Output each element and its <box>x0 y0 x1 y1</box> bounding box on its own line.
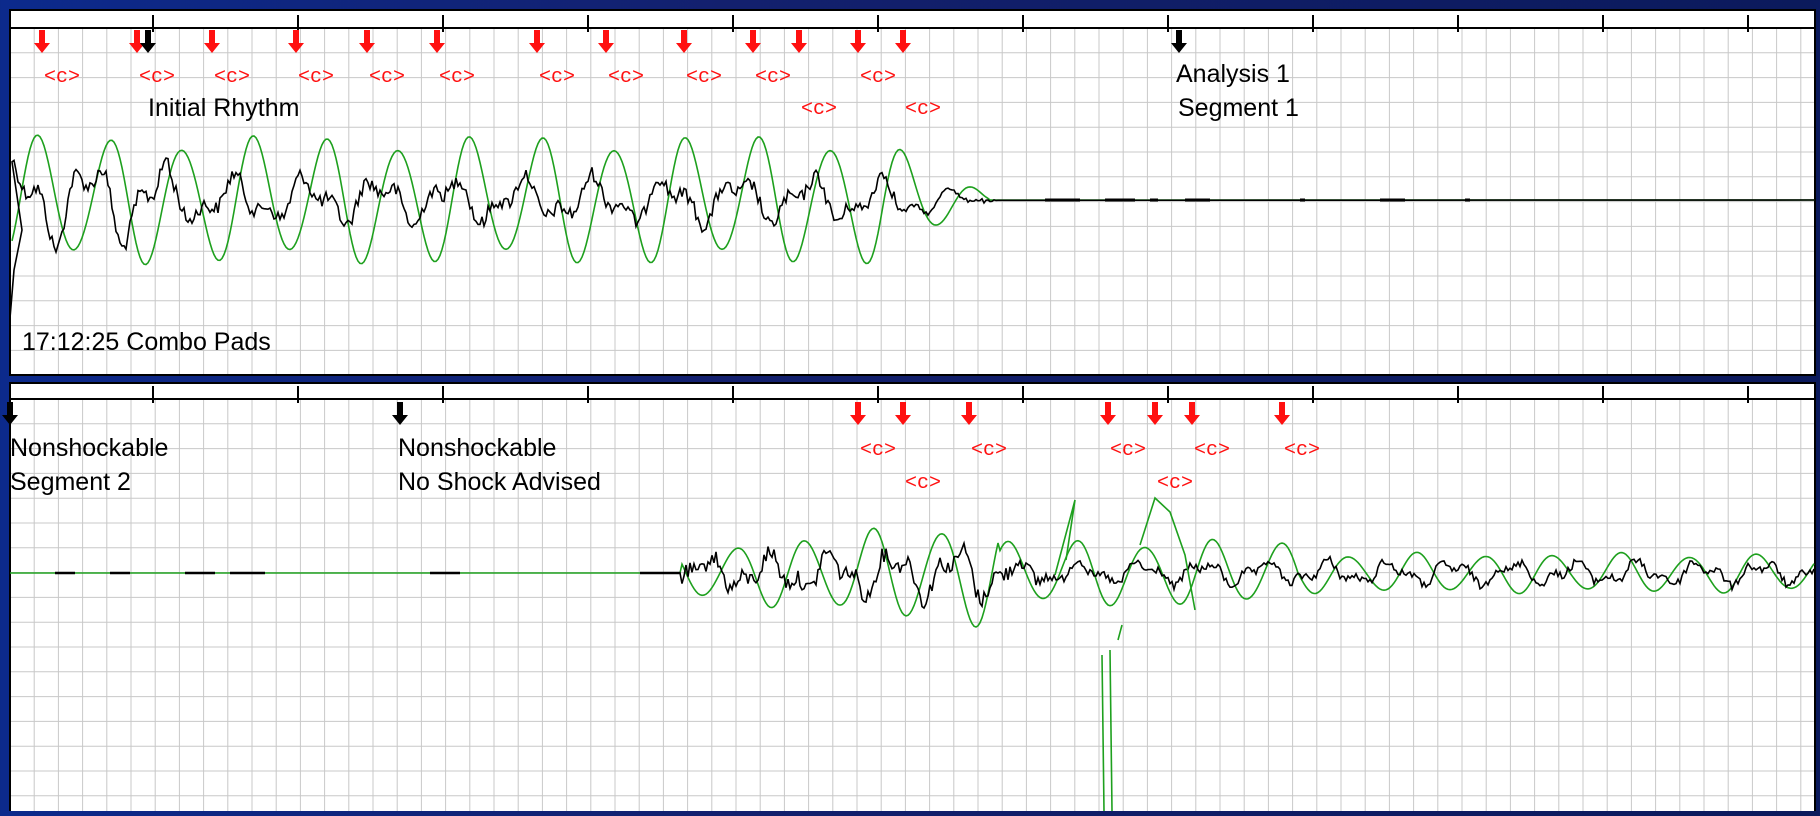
strip-top: <c> <c> <c> <c> <c> <c> <c> <c> <c> <c> <c> <c><c> … <box>9 9 1816 376</box>
compression-label: <c> <box>686 66 722 89</box>
compression-label: <c> <box>1284 439 1320 462</box>
compression-label: <c> <box>905 472 941 495</box>
strip-bottom-border <box>9 382 1816 816</box>
compression-marker-arrow <box>895 402 911 425</box>
trace-artifact-spike <box>1054 499 1076 576</box>
strip-top-ticks <box>152 15 1749 32</box>
compression-marker-arrow <box>429 30 445 53</box>
compression-marker-arrow <box>288 30 304 53</box>
compression-label: <c> <box>608 66 644 89</box>
strip-top-markers: <c> <c> <c> <c> <c> <c> <c> <c> <c> <c> <c> <c> <c> <box>34 30 1187 121</box>
compression-label: <c> <box>1194 439 1230 462</box>
annotation-initial-rhythm: Initial Rhythm <box>148 94 299 122</box>
annotation-segment-2: Segment 2 <box>10 468 131 496</box>
compression-marker-arrow <box>529 30 545 53</box>
trace-green-top <box>11 134 1815 266</box>
strip-timestamp: 17:12:25 Combo Pads <box>22 328 271 356</box>
compression-marker-arrow <box>1184 402 1200 425</box>
compression-marker-arrow <box>791 30 807 53</box>
compression-label: <c> <box>298 66 334 89</box>
event-marker-arrow <box>140 30 156 53</box>
compression-label: <c> <box>971 439 1007 462</box>
compression-marker-arrow <box>850 402 866 425</box>
compression-marker-arrow <box>1100 402 1116 425</box>
compression-marker-arrow <box>850 30 866 53</box>
compression-marker-arrow <box>895 30 911 53</box>
strip-top-traces <box>9 134 1816 319</box>
compression-marker-arrow <box>1147 402 1163 425</box>
compression-label: <c> <box>44 66 80 89</box>
compression-label: <c> <box>860 439 896 462</box>
compression-label: <c> <box>369 66 405 89</box>
strip-bottom-traces <box>10 496 1815 812</box>
compression-label: <c> <box>439 66 475 89</box>
annotation-segment-1: Segment 1 <box>1178 94 1299 122</box>
annotation-nonshockable-1: Nonshockable <box>10 434 168 462</box>
compression-marker-arrow <box>598 30 614 53</box>
annotation-analysis-1: Analysis 1 <box>1176 60 1290 88</box>
trace-artifact-spike <box>1139 496 1196 611</box>
compression-marker-arrow <box>204 30 220 53</box>
compression-marker-arrow <box>1274 402 1290 425</box>
trace-artifact-spike <box>1101 624 1123 812</box>
trace-black-bottom <box>640 540 1815 610</box>
compression-label: <c> <box>539 66 575 89</box>
compression-label: <c> <box>214 66 250 89</box>
compression-label: <c> <box>139 66 175 89</box>
event-marker-arrow <box>392 402 408 425</box>
compression-marker-arrow <box>129 30 145 53</box>
compression-label: <c> <box>1157 472 1193 495</box>
trace-green-bottom <box>10 527 1815 628</box>
strip-top-border <box>9 9 1816 376</box>
strip-top-paper <box>10 10 1815 375</box>
compression-marker-arrow <box>745 30 761 53</box>
compression-marker-arrow <box>34 30 50 53</box>
strip-bottom-grid <box>10 399 1815 811</box>
compression-marker-arrow <box>359 30 375 53</box>
compression-label: <c> <box>860 66 896 89</box>
annotation-nonshockable-2: Nonshockable <box>398 434 556 462</box>
trace-black-top <box>9 157 1816 319</box>
compression-label: <c> <box>755 66 791 89</box>
compression-marker-arrow <box>676 30 692 53</box>
strip-top-grid <box>10 28 1815 375</box>
strip-bottom-markers: <c><c><c> <c><c><c> <c> <box>2 402 1320 495</box>
compression-marker-arrow <box>961 402 977 425</box>
compression-label: <c> <box>1110 439 1146 462</box>
strip-bottom-ticks <box>152 386 1749 403</box>
event-marker-arrow <box>1171 30 1187 53</box>
strip-bottom: <c><c><c> <c><c><c> <c> Nonshockable Segme… <box>2 382 1816 816</box>
compression-label: <c> <box>801 98 837 121</box>
annotation-no-shock-advised: No Shock Advised <box>398 468 601 496</box>
event-marker-arrow <box>2 402 18 425</box>
compression-label: <c> <box>905 98 941 121</box>
